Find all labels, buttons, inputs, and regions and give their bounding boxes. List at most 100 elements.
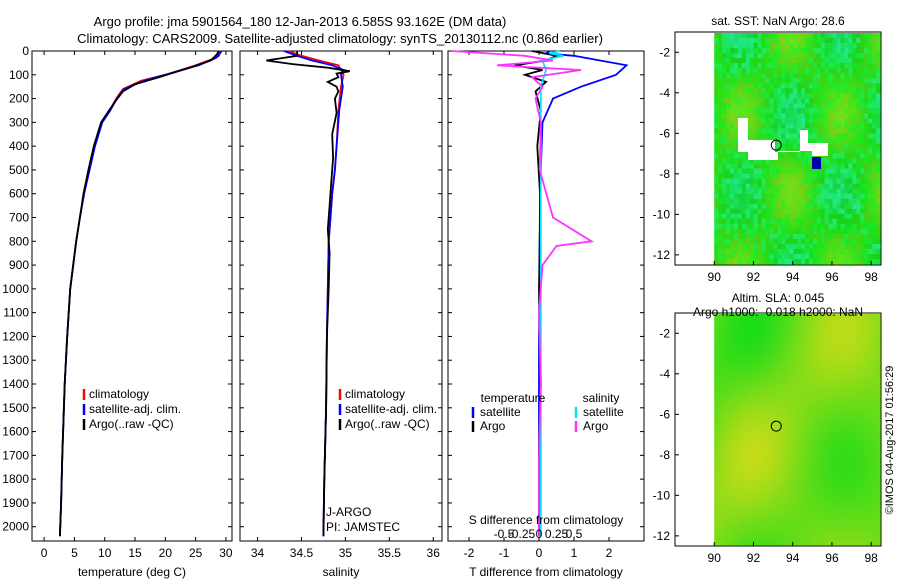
- map-cell: [789, 509, 794, 516]
- map-cell: [844, 404, 849, 410]
- map-cell: [789, 193, 794, 200]
- map-cell: [864, 108, 869, 114]
- map-cell: [832, 33, 838, 39]
- map-cell: [765, 459, 770, 466]
- map-cell: [816, 128, 822, 134]
- map-cell: [757, 409, 763, 415]
- map-cell: [809, 78, 814, 84]
- map-cell: [876, 434, 881, 441]
- map-cell: [718, 329, 723, 335]
- map-cell: [872, 203, 877, 210]
- map-cell: [876, 389, 881, 395]
- map-cell: [868, 68, 873, 74]
- map-cell: [832, 469, 838, 476]
- map-cell: [864, 193, 869, 200]
- map-cell: [789, 354, 794, 360]
- map-cell: [852, 439, 857, 446]
- y-tick-label: 600: [9, 187, 29, 201]
- map-cell: [726, 424, 731, 431]
- map-cell: [809, 153, 814, 160]
- map-cell: [832, 173, 838, 180]
- map-cell: [726, 514, 731, 521]
- map-cell: [820, 369, 826, 375]
- map-cell: [868, 78, 873, 84]
- map-cell: [836, 384, 842, 390]
- map-cell: [868, 93, 873, 99]
- map-cell: [734, 359, 739, 365]
- map-cell: [777, 409, 782, 415]
- x-tick-label: 20: [159, 546, 173, 560]
- map-cell: [824, 535, 830, 541]
- map-cell: [836, 48, 842, 54]
- map-cell: [852, 148, 857, 155]
- map-cell: [734, 524, 739, 531]
- map-cell: [730, 479, 735, 486]
- map-cell: [714, 319, 719, 325]
- map-cell: [812, 203, 818, 210]
- map-cell: [718, 509, 723, 516]
- map-cell: [757, 53, 763, 59]
- map-cell: [785, 118, 790, 124]
- map-cell: [793, 38, 798, 44]
- map-cell: [726, 259, 731, 265]
- map-cell: [801, 203, 806, 210]
- map-cell: [773, 499, 778, 506]
- x-tick-label: 5: [71, 546, 78, 560]
- map-cell: [757, 484, 763, 491]
- map-cell: [824, 434, 830, 441]
- map-cell: [828, 213, 834, 220]
- map-cell: [852, 535, 857, 541]
- map-cell: [761, 540, 767, 546]
- map-cell: [820, 203, 826, 210]
- map-cell: [789, 233, 794, 240]
- map-cell: [785, 334, 790, 340]
- map-cell: [860, 374, 865, 380]
- map-cell: [860, 58, 865, 64]
- map-cell: [805, 359, 810, 365]
- map-cell: [876, 444, 881, 451]
- map-cell: [745, 193, 751, 200]
- map-cell: [816, 33, 822, 39]
- map-cell: [785, 188, 790, 195]
- map-cell: [737, 48, 743, 54]
- map-cell: [773, 173, 778, 180]
- map-cell: [765, 344, 770, 350]
- map-cell: [816, 43, 822, 49]
- map-cell: [805, 374, 810, 380]
- map-cell: [856, 118, 861, 124]
- map-cell: [741, 499, 747, 506]
- map-cell: [809, 98, 814, 104]
- map-cell: [737, 163, 743, 170]
- map-cell: [868, 429, 873, 436]
- map-cell: [726, 58, 731, 64]
- map-cell: [876, 379, 881, 385]
- map-cell: [797, 509, 802, 516]
- map-cell: [872, 198, 877, 205]
- map-cell: [832, 128, 838, 134]
- map-cell: [745, 459, 751, 466]
- map-cell: [864, 254, 869, 260]
- map-cell: [872, 78, 877, 84]
- map-cell: [840, 153, 845, 160]
- map-cell: [820, 444, 826, 451]
- map-cell: [745, 519, 751, 526]
- map-cell: [860, 474, 865, 481]
- map-cell: [781, 494, 786, 501]
- map-cell: [820, 319, 826, 325]
- map-cell: [848, 168, 853, 175]
- map-cell: [797, 193, 802, 200]
- map-cell: [868, 479, 873, 486]
- map-cell: [753, 98, 759, 104]
- map-cell: [816, 48, 822, 54]
- map-cell: [797, 519, 802, 526]
- map-cell: [856, 68, 861, 74]
- map-cell: [848, 138, 853, 145]
- map-cell: [824, 364, 830, 370]
- map-cell: [753, 535, 759, 541]
- map-cell: [797, 409, 802, 415]
- map-cell: [789, 394, 794, 400]
- legend-label: climatology: [89, 387, 149, 401]
- map-cell: [848, 369, 853, 375]
- float-position-marker: [770, 420, 782, 432]
- map-cell: [757, 73, 763, 79]
